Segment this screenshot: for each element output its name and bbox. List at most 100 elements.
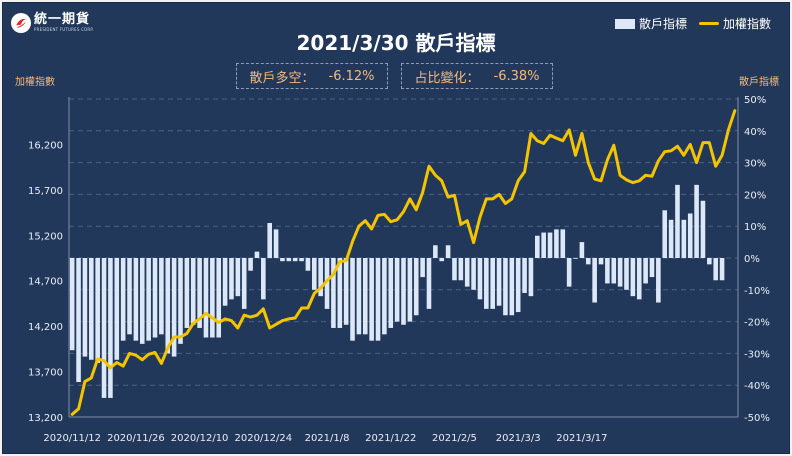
- legend-item-retail: 散戶指標: [614, 15, 687, 32]
- retail-bar: [210, 258, 215, 338]
- index-line: [70, 109, 737, 416]
- retail-bar: [458, 258, 464, 281]
- retail-bar: [241, 258, 247, 309]
- retail-bar: [452, 258, 457, 281]
- retail-bar: [560, 229, 566, 258]
- right-tick-label: 20%: [744, 190, 766, 201]
- chart-svg: 13,200 13,700 14,200 14,700 15,200 15,700 16,2…: [28, 95, 770, 444]
- page-title: 2021/3/30 散戶指標: [296, 31, 496, 55]
- right-tick-label: -20%: [744, 318, 770, 329]
- retail-bar: [407, 258, 413, 322]
- retail-bar: [171, 258, 177, 357]
- retail-bar: [401, 258, 406, 325]
- retail-bar: [286, 258, 292, 262]
- right-tick-label: 30%: [744, 159, 766, 170]
- right-tick-label: 0%: [744, 254, 760, 265]
- chart-legend: 散戶指標 加權指數: [603, 15, 771, 32]
- retail-bar: [343, 258, 349, 325]
- left-tick-label: 14,200: [28, 322, 63, 333]
- retail-bar: [713, 258, 718, 281]
- retail-bar: [413, 258, 419, 316]
- retail-bar: [235, 258, 241, 297]
- retail-bar: [89, 258, 94, 360]
- retail-bar: [515, 258, 521, 313]
- retail-bar: [464, 258, 470, 287]
- retail-bar: [114, 258, 120, 360]
- retail-bar: [190, 258, 196, 325]
- legend-line-swatch: [698, 22, 719, 25]
- retail-bar: [700, 200, 706, 258]
- retail-bar: [159, 258, 164, 335]
- retail-bar: [178, 258, 183, 344]
- retail-bar: [146, 258, 151, 341]
- retail-bar: [484, 258, 489, 309]
- retail-bar: [547, 232, 553, 258]
- retail-bar: [388, 258, 394, 328]
- retail-bar: [528, 258, 534, 297]
- retail-bar: [337, 258, 343, 328]
- left-tick-label: 16,200: [28, 140, 63, 151]
- right-tick-label: 40%: [744, 127, 766, 138]
- retail-bar: [216, 258, 222, 338]
- retail-bar: [120, 258, 126, 341]
- retail-bar: [184, 258, 190, 328]
- retail-bar: [617, 258, 623, 287]
- retail-bar: [312, 258, 317, 290]
- retail-bar: [261, 258, 266, 300]
- retail-bar: [362, 258, 368, 335]
- retail-bar: [585, 258, 591, 265]
- x-tick-label: 2020/11/12: [43, 433, 101, 444]
- retail-bar: [433, 245, 438, 258]
- retail-bar: [643, 258, 648, 284]
- left-tick-label: 15,700: [28, 186, 63, 197]
- retail-bar: [719, 258, 725, 281]
- retail-bar: [101, 258, 107, 398]
- right-tick-label: -10%: [744, 286, 770, 297]
- right-tick-label: -30%: [744, 349, 770, 360]
- retail-bar: [197, 258, 202, 328]
- left-tick-label: 13,700: [28, 368, 63, 379]
- retail-bar: [503, 258, 508, 316]
- x-tick-label: 2021/1/22: [365, 433, 416, 444]
- right-tick-label: 50%: [744, 95, 766, 106]
- retail-bar: [420, 258, 425, 278]
- retail-bar: [318, 258, 323, 297]
- brand-emblem-icon: [11, 13, 31, 33]
- retail-bar: [152, 258, 158, 338]
- retail-bar: [369, 258, 374, 341]
- retail-bar: [656, 258, 661, 303]
- retail-bar: [203, 258, 209, 338]
- retail-bar: [541, 232, 546, 258]
- retail-bar: [477, 258, 483, 300]
- retail-bar: [636, 258, 642, 300]
- retail-bar: [509, 258, 515, 316]
- retail-bar: [573, 258, 578, 259]
- left-axis-title: 加權指數: [15, 77, 55, 88]
- retail-ratio-value: -6.12%: [328, 68, 375, 84]
- retail-bar: [471, 258, 476, 290]
- right-tick-label: 10%: [744, 222, 766, 233]
- retail-bar: [598, 258, 604, 265]
- retail-bar: [490, 258, 495, 309]
- left-tick-label: 15,200: [28, 231, 63, 242]
- retail-bar: [280, 258, 285, 262]
- retail-bar: [426, 258, 432, 309]
- retail-bar: [662, 210, 668, 258]
- legend-bar-swatch: [614, 18, 635, 29]
- retail-bar: [592, 258, 597, 303]
- retail-bar: [82, 258, 88, 357]
- x-tick-label: 2020/12/10: [171, 433, 229, 444]
- retail-bar: [605, 258, 610, 284]
- retail-bar: [229, 258, 234, 300]
- x-tick-label: 2021/3/3: [496, 433, 541, 444]
- retail-bar: [222, 258, 228, 306]
- retail-bar: [95, 258, 100, 363]
- retail-bar: [76, 258, 81, 383]
- retail-bar: [554, 229, 559, 258]
- retail-bar: [439, 258, 445, 262]
- retail-bar: [267, 223, 272, 258]
- retail-bar: [394, 258, 400, 322]
- retail-bar: [694, 184, 699, 258]
- retail-bar: [108, 258, 113, 398]
- retail-bar: [248, 258, 253, 271]
